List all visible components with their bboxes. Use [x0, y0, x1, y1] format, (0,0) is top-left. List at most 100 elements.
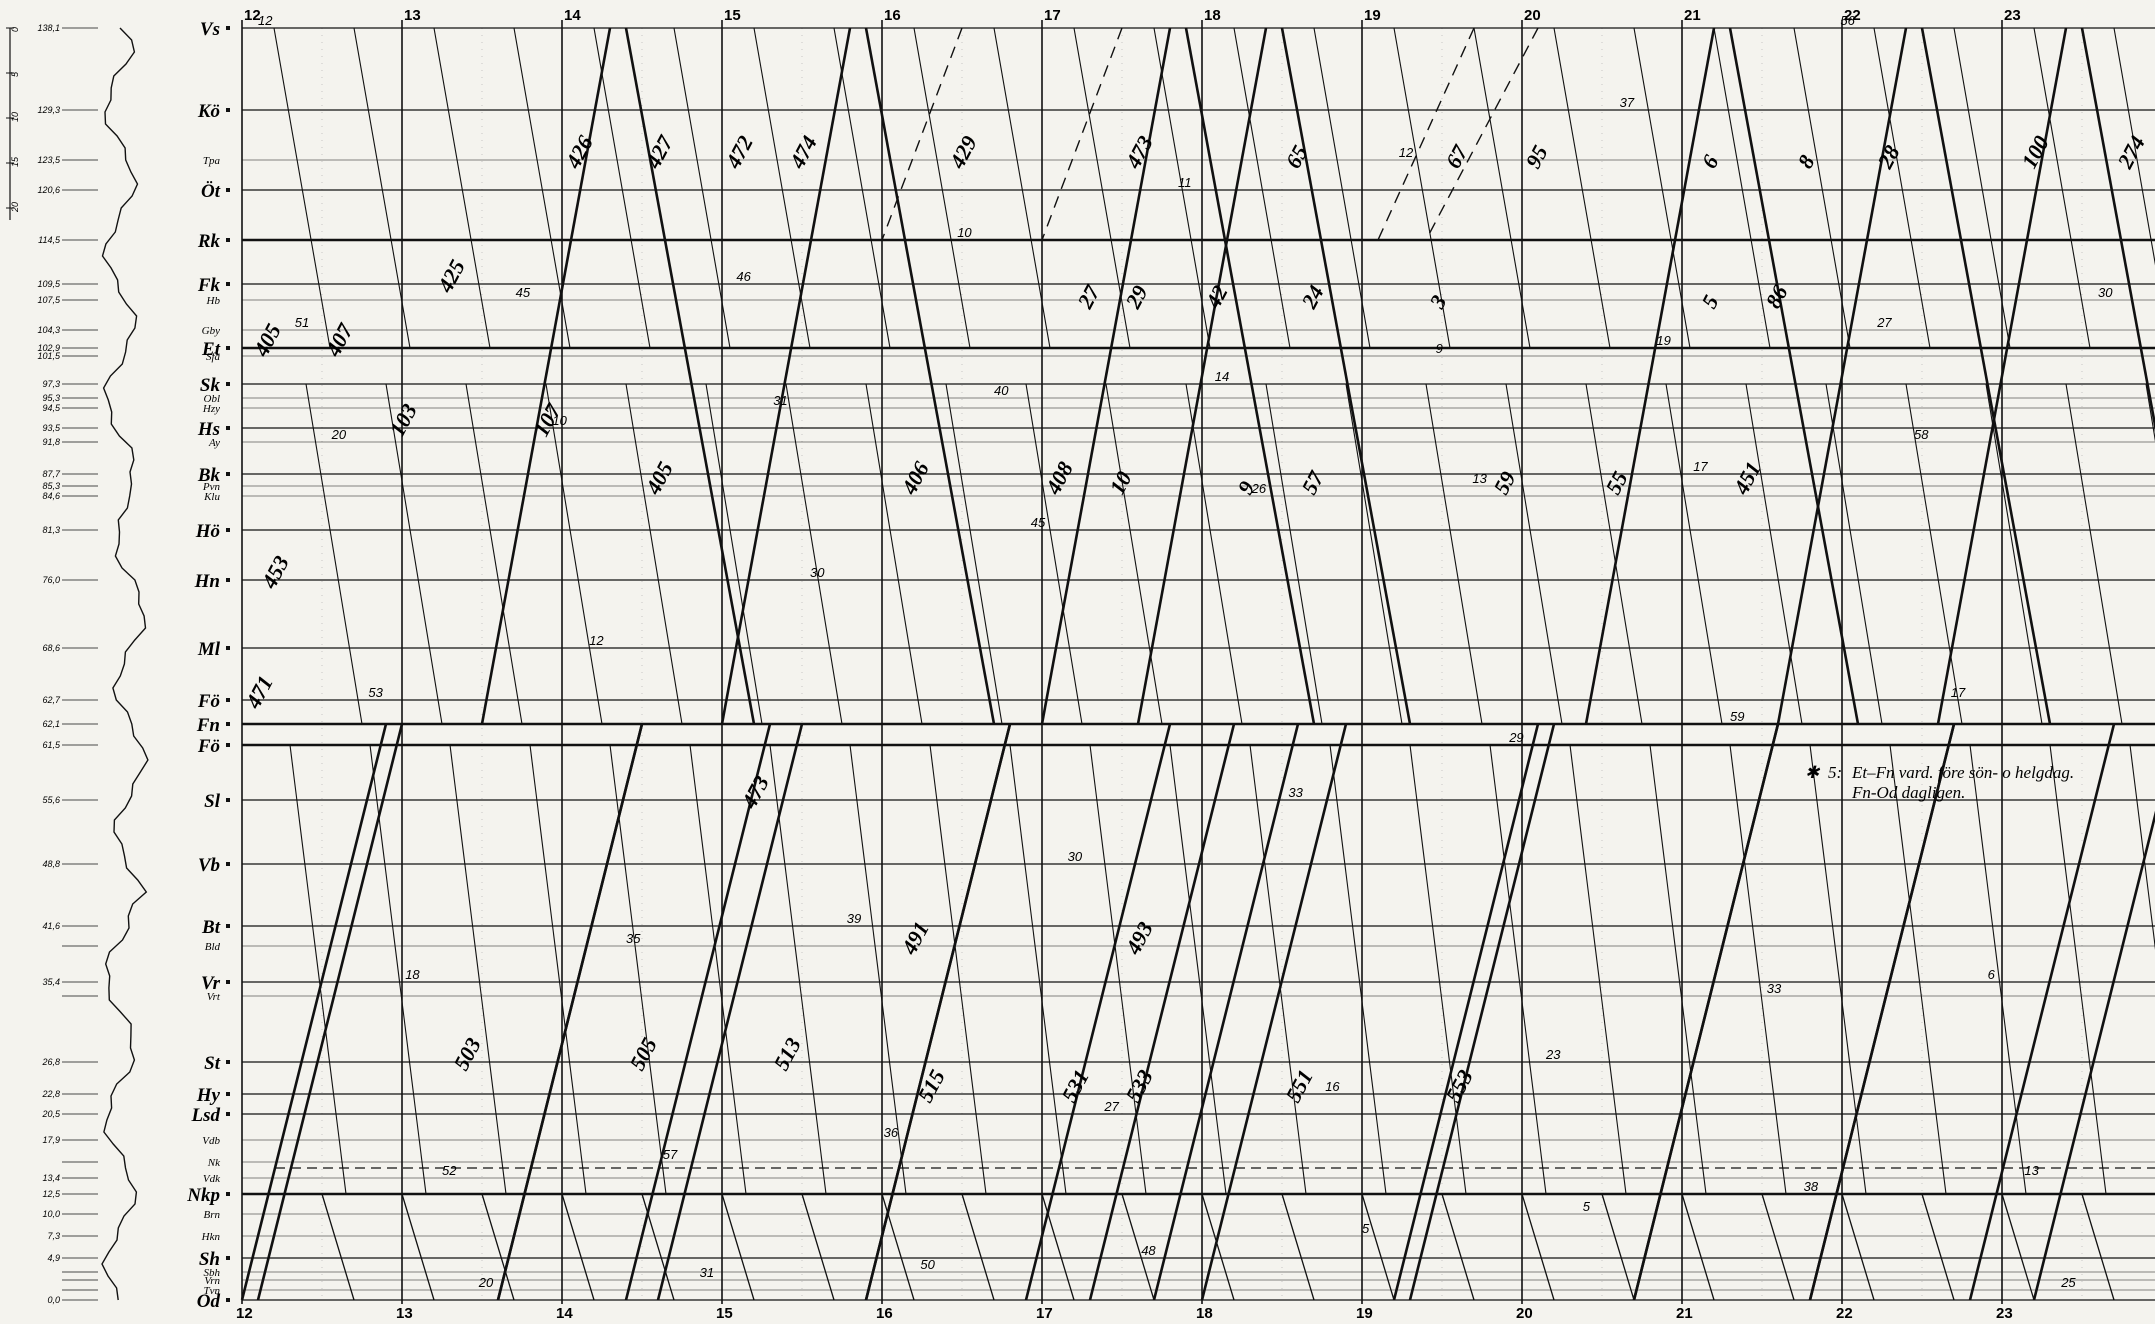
train-path	[1265, 383, 1323, 725]
station-label: Brn	[204, 1209, 221, 1221]
station-marker	[226, 722, 230, 726]
station-marker	[226, 862, 230, 866]
train-number: 8	[1792, 151, 1819, 172]
km-label: 97,3	[42, 379, 60, 389]
train-number: 453	[256, 551, 294, 593]
hour-label-top: 16	[884, 7, 901, 24]
km-label: 0,0	[47, 1295, 60, 1305]
train-number: 57	[1296, 466, 1329, 498]
train-path	[1393, 27, 1451, 349]
hour-label-bottom: 18	[1196, 1305, 1213, 1322]
km-label: 104,3	[37, 325, 60, 335]
train-path	[1841, 1193, 1875, 1301]
minute-mark: 12	[258, 13, 273, 28]
train-path	[1809, 744, 1867, 1195]
km-label: 93,5	[42, 423, 61, 433]
train-path	[2080, 27, 2155, 433]
station-label: Hzy	[202, 403, 220, 415]
minute-mark: 52	[442, 1163, 457, 1178]
km-label: 76,0	[42, 575, 60, 585]
train-path	[929, 744, 987, 1195]
hour-label-bottom: 23	[1996, 1305, 2013, 1322]
station-marker	[226, 528, 230, 532]
train-path	[705, 383, 763, 725]
train-path	[1936, 27, 2068, 725]
train-number: 472	[720, 131, 758, 173]
train-path	[1601, 1193, 1635, 1301]
station-label: Et	[201, 339, 221, 360]
train-path	[561, 1193, 595, 1301]
minute-mark: 35	[626, 931, 641, 946]
station-label: Hkn	[201, 1231, 221, 1243]
train-path	[1185, 383, 1243, 725]
station-label: Sl	[204, 791, 221, 812]
train-path	[833, 27, 891, 349]
station-label: Vdk	[203, 1173, 221, 1185]
train-path	[993, 27, 1051, 349]
station-marker	[226, 108, 230, 112]
train-paths	[240, 27, 2155, 1301]
minute-mark: 27	[1103, 1099, 1119, 1114]
train-path	[1041, 1193, 1075, 1301]
km-label: 22,8	[41, 1089, 60, 1099]
hour-label-top: 20	[1524, 7, 1541, 24]
labels: 1212131314141515161617171818191920202121…	[10, 7, 2150, 1322]
train-path	[2081, 1193, 2115, 1301]
station-label: Hn	[194, 571, 220, 592]
minute-mark: 56	[1840, 13, 1855, 28]
hour-label-top: 19	[1364, 7, 1381, 24]
scale-tick-label: 10	[10, 112, 20, 122]
minute-mark: 37	[1620, 95, 1635, 110]
train-path	[1825, 383, 1883, 725]
minute-mark: 31	[773, 393, 787, 408]
train-path	[2001, 1193, 2035, 1301]
km-label: 95,3	[42, 393, 60, 403]
minute-mark: 5	[1362, 1221, 1370, 1236]
train-path	[289, 744, 347, 1195]
scale-tick-label: 20	[10, 202, 20, 213]
train-path	[545, 383, 603, 725]
train-number: 6	[1696, 151, 1723, 172]
minute-mark: 13	[2024, 1163, 2039, 1178]
train-path	[369, 744, 427, 1195]
train-number: 425	[432, 255, 470, 297]
station-marker	[226, 578, 230, 582]
minute-mark: 13	[1472, 471, 1487, 486]
km-label: 84,6	[42, 491, 60, 501]
minute-mark: 19	[1656, 333, 1670, 348]
train-number: 67	[1440, 140, 1473, 172]
station-marker	[226, 646, 230, 650]
train-number: 28	[1872, 141, 1905, 173]
train-number: 405	[248, 319, 286, 361]
km-label: 91,8	[42, 437, 60, 447]
train-path	[433, 27, 491, 349]
train-path	[1761, 1193, 1795, 1301]
station-label: Fö	[197, 691, 220, 712]
minute-mark: 17	[1693, 459, 1708, 474]
minute-mark: 20	[478, 1275, 494, 1290]
hour-label-bottom: 20	[1516, 1305, 1533, 1322]
station-label: Rk	[197, 231, 221, 252]
hour-label-bottom: 17	[1036, 1305, 1053, 1322]
station-label: Hb	[206, 295, 221, 307]
train-path	[256, 723, 404, 1301]
hour-label-bottom: 22	[1836, 1305, 1853, 1322]
minute-mark: 17	[1951, 685, 1966, 700]
minute-mark: 25	[2060, 1275, 2076, 1290]
footnote-line-2: Fn-Od dagligen.	[1851, 783, 1965, 802]
minute-mark: 30	[1068, 849, 1083, 864]
station-marker	[226, 1298, 230, 1302]
minute-mark: 46	[736, 269, 751, 284]
minute-mark: 10	[957, 225, 972, 240]
train-path	[1633, 27, 1691, 349]
train-path	[1793, 27, 1851, 349]
train-path	[465, 383, 523, 725]
train-number: 451	[1728, 457, 1766, 499]
train-number: 100	[2016, 131, 2054, 172]
train-number: 3	[1424, 291, 1452, 313]
minute-mark: 53	[368, 685, 383, 700]
minute-mark: 27	[1876, 315, 1892, 330]
hour-label-top: 23	[2004, 7, 2021, 24]
station-label: Ml	[197, 639, 221, 660]
minute-mark: 30	[2098, 285, 2113, 300]
